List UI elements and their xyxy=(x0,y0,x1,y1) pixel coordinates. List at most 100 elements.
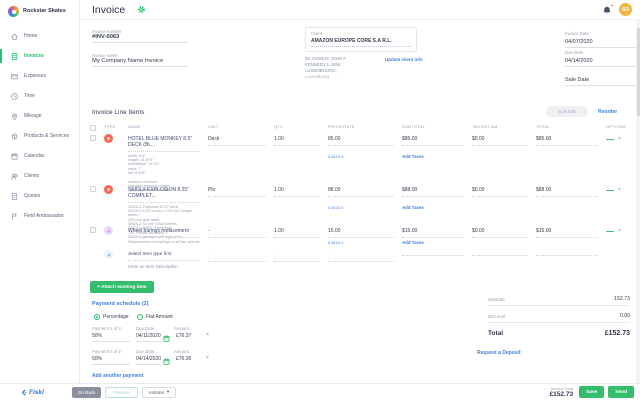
update-client-link[interactable]: Update client info xyxy=(385,57,423,62)
sidebar-item-home[interactable]: Home xyxy=(0,26,79,46)
add-taxes-link[interactable]: Add Taxes xyxy=(402,240,424,245)
footer-bar: Fiskl Go Back Preview Actions ▾ Invoice … xyxy=(0,383,640,400)
item-tax: $0.00 xyxy=(472,226,528,238)
sidebar-item-invoices[interactable]: Invoices xyxy=(0,46,79,66)
scrollbar[interactable] xyxy=(636,20,640,383)
scrollbar-thumb[interactable] xyxy=(636,28,640,116)
add-item-icon[interactable] xyxy=(104,250,113,259)
line-items-title: Invoice Line Items xyxy=(92,109,145,116)
item-description[interactable]: Replacement of bearings in all four whee… xyxy=(128,239,200,244)
actions-dropdown[interactable]: Actions ▾ xyxy=(141,386,177,398)
due-date-label: Due Date xyxy=(136,326,155,331)
invoice-date-input[interactable]: 04/07/2020 xyxy=(565,38,640,48)
sidebar-item-field-ambassador[interactable]: Field Ambassador xyxy=(0,206,79,226)
due-date-label: Due Date xyxy=(136,349,155,354)
discount-input[interactable]: 0.00 xyxy=(619,313,630,319)
item-tax: $0.00 xyxy=(472,134,528,146)
exchange-rate: 0.8124 £ xyxy=(328,239,344,245)
row-checkbox[interactable] xyxy=(90,186,96,192)
add-another-payment-link[interactable]: Add another payment xyxy=(92,373,144,379)
sidebar-item-clients[interactable]: Clients xyxy=(0,166,79,186)
invoice-name-input[interactable]: My Company Name Invoice xyxy=(92,58,188,67)
new-item-row: Select Item type first - - - Enter an It… xyxy=(90,250,632,269)
sidebar-item-expenses[interactable]: Expenses xyxy=(0,66,79,86)
row-checkbox[interactable] xyxy=(90,227,96,233)
bulk-edit-button[interactable]: Bulk Edit xyxy=(546,106,588,117)
preview-button[interactable]: Preview xyxy=(105,386,138,398)
reorder-button[interactable]: Reorder xyxy=(598,109,618,115)
delete-row-icon[interactable]: × xyxy=(618,187,621,193)
radio-icon xyxy=(137,314,143,320)
due-date-input[interactable]: 04/14/2020 xyxy=(565,57,640,67)
item-price-input[interactable]: 88.00 xyxy=(328,185,394,197)
payment-schedule-title[interactable]: Payment schedule (2) xyxy=(92,301,149,307)
item-type-select[interactable]: Select Item type first xyxy=(128,250,200,261)
calendar-icon[interactable] xyxy=(163,334,170,342)
item-unit-input[interactable]: Deck xyxy=(208,134,266,146)
request-deposit-link[interactable]: Request a Deposit xyxy=(477,350,521,356)
invoices-icon xyxy=(10,52,19,61)
sidebar-item-calendar[interactable]: Calendar xyxy=(0,146,79,166)
settings-gear-icon[interactable] xyxy=(137,5,146,14)
sidebar-item-mileage[interactable]: Mileage xyxy=(0,106,79,126)
drag-handle-icon[interactable] xyxy=(606,138,614,141)
brand[interactable]: Rockstar Skates xyxy=(0,0,79,26)
row-options: × xyxy=(606,226,632,234)
row-checkbox[interactable] xyxy=(90,135,96,141)
delete-row-icon[interactable]: × xyxy=(618,136,621,142)
select-all-checkbox[interactable] xyxy=(90,125,96,131)
invoice-number-input[interactable]: #INV-0063 xyxy=(92,34,188,43)
calendar-icon[interactable] xyxy=(163,357,170,365)
add-taxes-link[interactable]: Add Taxes xyxy=(402,205,424,210)
item-price-input[interactable]: 85.00 xyxy=(328,134,394,146)
item-qty-input[interactable]: 1.00 xyxy=(274,185,320,197)
percentage-radio[interactable]: Percentage xyxy=(94,314,129,320)
item-description[interactable]: width: 8.5" length: 31.875" wheelbase: 1… xyxy=(128,153,170,193)
client-select[interactable]: AMAZON EUROPE CORE S.A R.L. xyxy=(311,36,411,47)
item-qty-input[interactable]: 1.00 xyxy=(274,134,320,146)
send-button[interactable]: Send xyxy=(608,386,634,398)
payment-percent-input[interactable]: 50% xyxy=(92,356,130,365)
notifications-bell-icon[interactable] xyxy=(602,3,614,15)
sidebar-item-time[interactable]: Time xyxy=(0,86,79,106)
remove-payment-icon[interactable]: × xyxy=(206,332,209,338)
delete-row-icon[interactable]: × xyxy=(618,228,621,234)
add-taxes-link[interactable]: Add Taxes xyxy=(402,154,424,159)
caret-down-icon: ▾ xyxy=(166,389,170,394)
remove-payment-icon[interactable]: × xyxy=(206,355,209,361)
go-back-button[interactable]: Go Back xyxy=(71,386,102,398)
save-button[interactable]: Save xyxy=(579,386,605,398)
item-name-input[interactable]: SKIDLX EXPLOSION 8.25" COMPLET... xyxy=(128,185,200,203)
item-description-input[interactable]: Enter an Item Description xyxy=(128,263,178,269)
invoice-total-summary: Invoice Total £152.73 xyxy=(549,386,574,398)
item-name-input[interactable]: HOTEL BLUE MONKEY 8.5" DECK (BL... xyxy=(128,134,200,152)
item-unit-input[interactable]: - xyxy=(208,226,266,238)
invoice-editor: Invoice number #INV-0063 Invoice name My… xyxy=(80,20,640,383)
item-subtotal: $85.00 xyxy=(402,134,464,146)
amount-label: Amount xyxy=(174,326,189,331)
drag-handle-icon[interactable] xyxy=(606,230,614,233)
payment-due-date-input[interactable]: 04/14/2020 xyxy=(136,356,170,365)
payment-percent-input[interactable]: 50% xyxy=(92,333,130,342)
item-name-input[interactable]: Wheel barings replacement xyxy=(128,226,200,238)
drag-handle-icon[interactable] xyxy=(606,189,614,192)
avatar[interactable]: SO xyxy=(619,3,632,16)
payment-due-date-input[interactable]: 04/11/2020 xyxy=(136,333,170,342)
calendar-icon xyxy=(10,152,19,161)
item-qty-input[interactable]: - xyxy=(274,250,320,262)
sidebar-item-quotes[interactable]: Quotes xyxy=(0,186,79,206)
attach-existing-item-button[interactable]: + Attach existing item xyxy=(90,281,154,293)
item-tax: $0.00 xyxy=(472,185,528,197)
flat-amount-radio[interactable]: Flat Amount xyxy=(137,314,173,320)
item-price-input[interactable]: - xyxy=(328,250,394,262)
exchange-rate: 0.8124 £ xyxy=(328,204,344,210)
item-price-input[interactable]: 15.00 xyxy=(328,226,394,238)
invoice-number-field: Invoice number #INV-0063 xyxy=(92,29,188,43)
item-qty-input[interactable]: 1.00 xyxy=(274,226,320,238)
sidebar-item-products-services[interactable]: Products & Services xyxy=(0,126,79,146)
sale-date-input[interactable]: Sale Date xyxy=(565,76,640,86)
item-unit-input[interactable]: - xyxy=(208,250,266,262)
item-tax xyxy=(472,250,528,256)
item-unit-input[interactable]: Pln xyxy=(208,185,266,197)
